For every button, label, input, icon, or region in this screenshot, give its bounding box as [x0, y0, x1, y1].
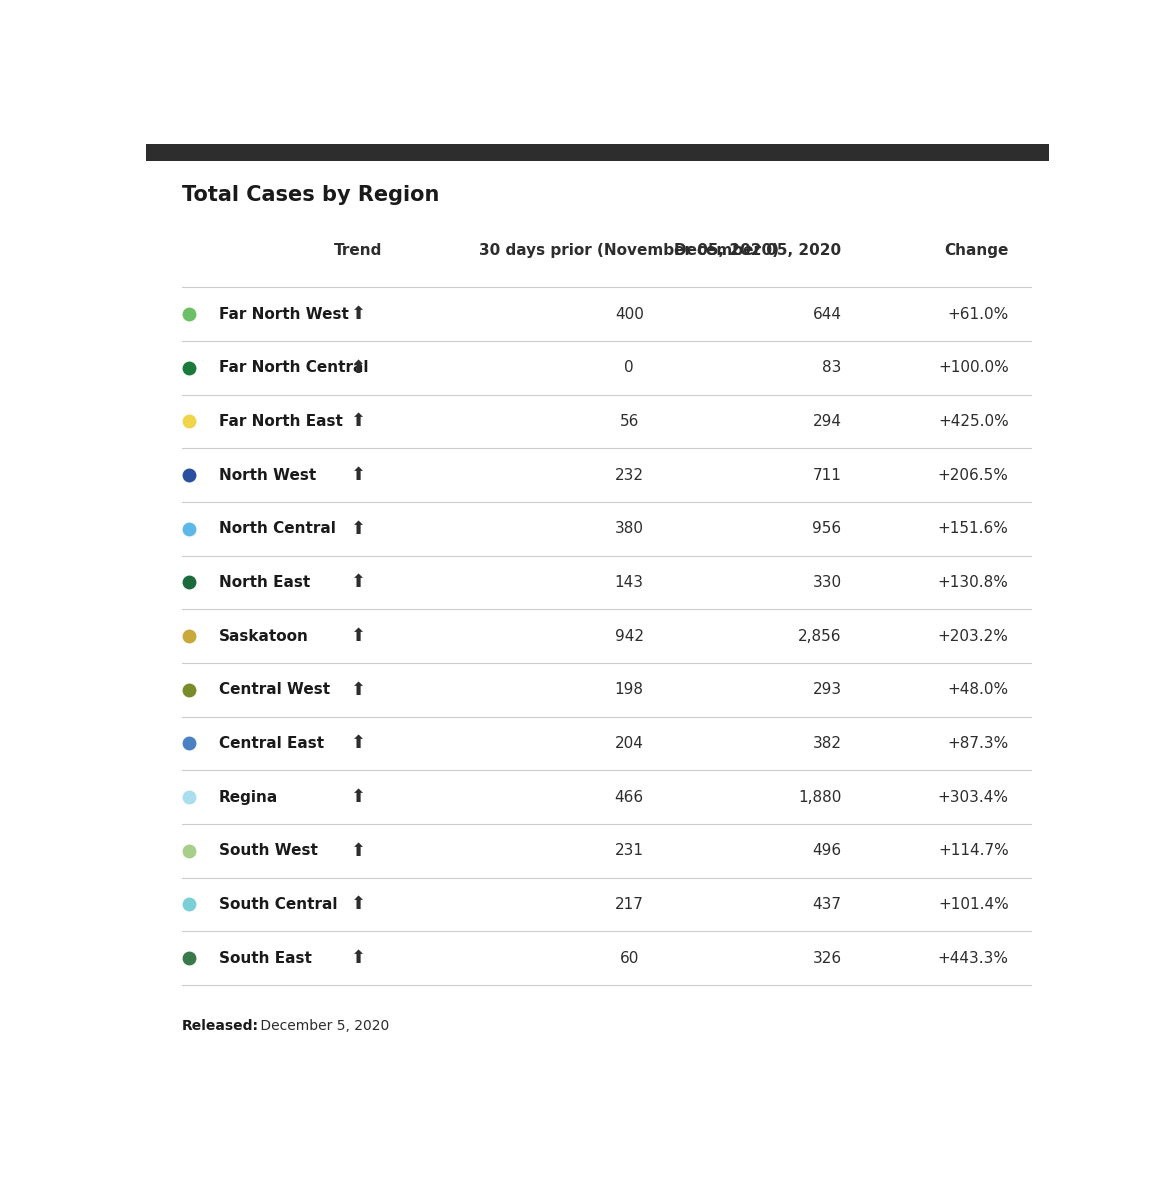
Text: 231: 231: [614, 844, 644, 858]
Text: +114.7%: +114.7%: [937, 844, 1009, 858]
Text: +61.0%: +61.0%: [948, 306, 1009, 322]
Text: +303.4%: +303.4%: [937, 790, 1009, 804]
Text: ⬆: ⬆: [351, 305, 366, 323]
Text: 400: 400: [614, 306, 644, 322]
Text: 204: 204: [614, 736, 644, 751]
Text: December 05, 2020: December 05, 2020: [674, 242, 842, 258]
Text: +130.8%: +130.8%: [937, 575, 1009, 590]
Text: 466: 466: [614, 790, 644, 804]
Text: 294: 294: [813, 414, 842, 428]
Text: 2,856: 2,856: [798, 629, 842, 643]
Text: Far North West: Far North West: [219, 306, 349, 322]
Text: December 5, 2020: December 5, 2020: [257, 1020, 389, 1033]
Text: +87.3%: +87.3%: [948, 736, 1009, 751]
Text: 143: 143: [614, 575, 644, 590]
Text: ⬆: ⬆: [351, 466, 366, 484]
Text: ⬆: ⬆: [351, 949, 366, 967]
Text: Central West: Central West: [219, 682, 330, 697]
Text: ⬆: ⬆: [351, 574, 366, 592]
Text: 326: 326: [813, 950, 842, 966]
Text: ⬆: ⬆: [351, 680, 366, 698]
Text: +425.0%: +425.0%: [937, 414, 1009, 428]
Text: 293: 293: [813, 682, 842, 697]
Text: 60: 60: [619, 950, 639, 966]
Text: +151.6%: +151.6%: [937, 521, 1009, 536]
Text: 380: 380: [614, 521, 644, 536]
Text: Far North East: Far North East: [219, 414, 343, 428]
Text: 330: 330: [813, 575, 842, 590]
Text: ⬆: ⬆: [351, 520, 366, 538]
Text: South West: South West: [219, 844, 318, 858]
Text: Regina: Regina: [219, 790, 279, 804]
Text: Saskatoon: Saskatoon: [219, 629, 309, 643]
Text: 1,880: 1,880: [799, 790, 842, 804]
Text: 217: 217: [614, 896, 644, 912]
Text: Central East: Central East: [219, 736, 324, 751]
Text: ⬆: ⬆: [351, 628, 366, 646]
Text: South East: South East: [219, 950, 311, 966]
Text: 942: 942: [614, 629, 644, 643]
Text: 0: 0: [624, 360, 634, 376]
Text: 711: 711: [813, 468, 842, 482]
Text: Trend: Trend: [333, 242, 382, 258]
Text: ⬆: ⬆: [351, 788, 366, 806]
Text: North East: North East: [219, 575, 310, 590]
Text: ⬆: ⬆: [351, 841, 366, 859]
Text: ⬆: ⬆: [351, 734, 366, 752]
Text: North Central: North Central: [219, 521, 336, 536]
Text: 83: 83: [822, 360, 842, 376]
Text: +203.2%: +203.2%: [937, 629, 1009, 643]
Text: 437: 437: [813, 896, 842, 912]
Text: +48.0%: +48.0%: [948, 682, 1009, 697]
Text: 56: 56: [619, 414, 639, 428]
Text: 30 days prior (November 05, 2020): 30 days prior (November 05, 2020): [479, 242, 779, 258]
Bar: [146, 144, 1049, 161]
Text: +100.0%: +100.0%: [937, 360, 1009, 376]
Text: 382: 382: [813, 736, 842, 751]
Text: Change: Change: [944, 242, 1009, 258]
Text: +101.4%: +101.4%: [937, 896, 1009, 912]
Text: Far North Central: Far North Central: [219, 360, 368, 376]
Text: +206.5%: +206.5%: [937, 468, 1009, 482]
Text: ⬆: ⬆: [351, 359, 366, 377]
Text: Released:: Released:: [182, 1020, 259, 1033]
Text: ⬆: ⬆: [351, 413, 366, 431]
Text: North West: North West: [219, 468, 316, 482]
Text: 496: 496: [813, 844, 842, 858]
Text: 198: 198: [614, 682, 644, 697]
Text: 644: 644: [813, 306, 842, 322]
Text: South Central: South Central: [219, 896, 337, 912]
Text: +443.3%: +443.3%: [937, 950, 1009, 966]
Text: Total Cases by Region: Total Cases by Region: [182, 185, 440, 205]
Text: 232: 232: [614, 468, 644, 482]
Text: ⬆: ⬆: [351, 895, 366, 913]
Text: 956: 956: [813, 521, 842, 536]
